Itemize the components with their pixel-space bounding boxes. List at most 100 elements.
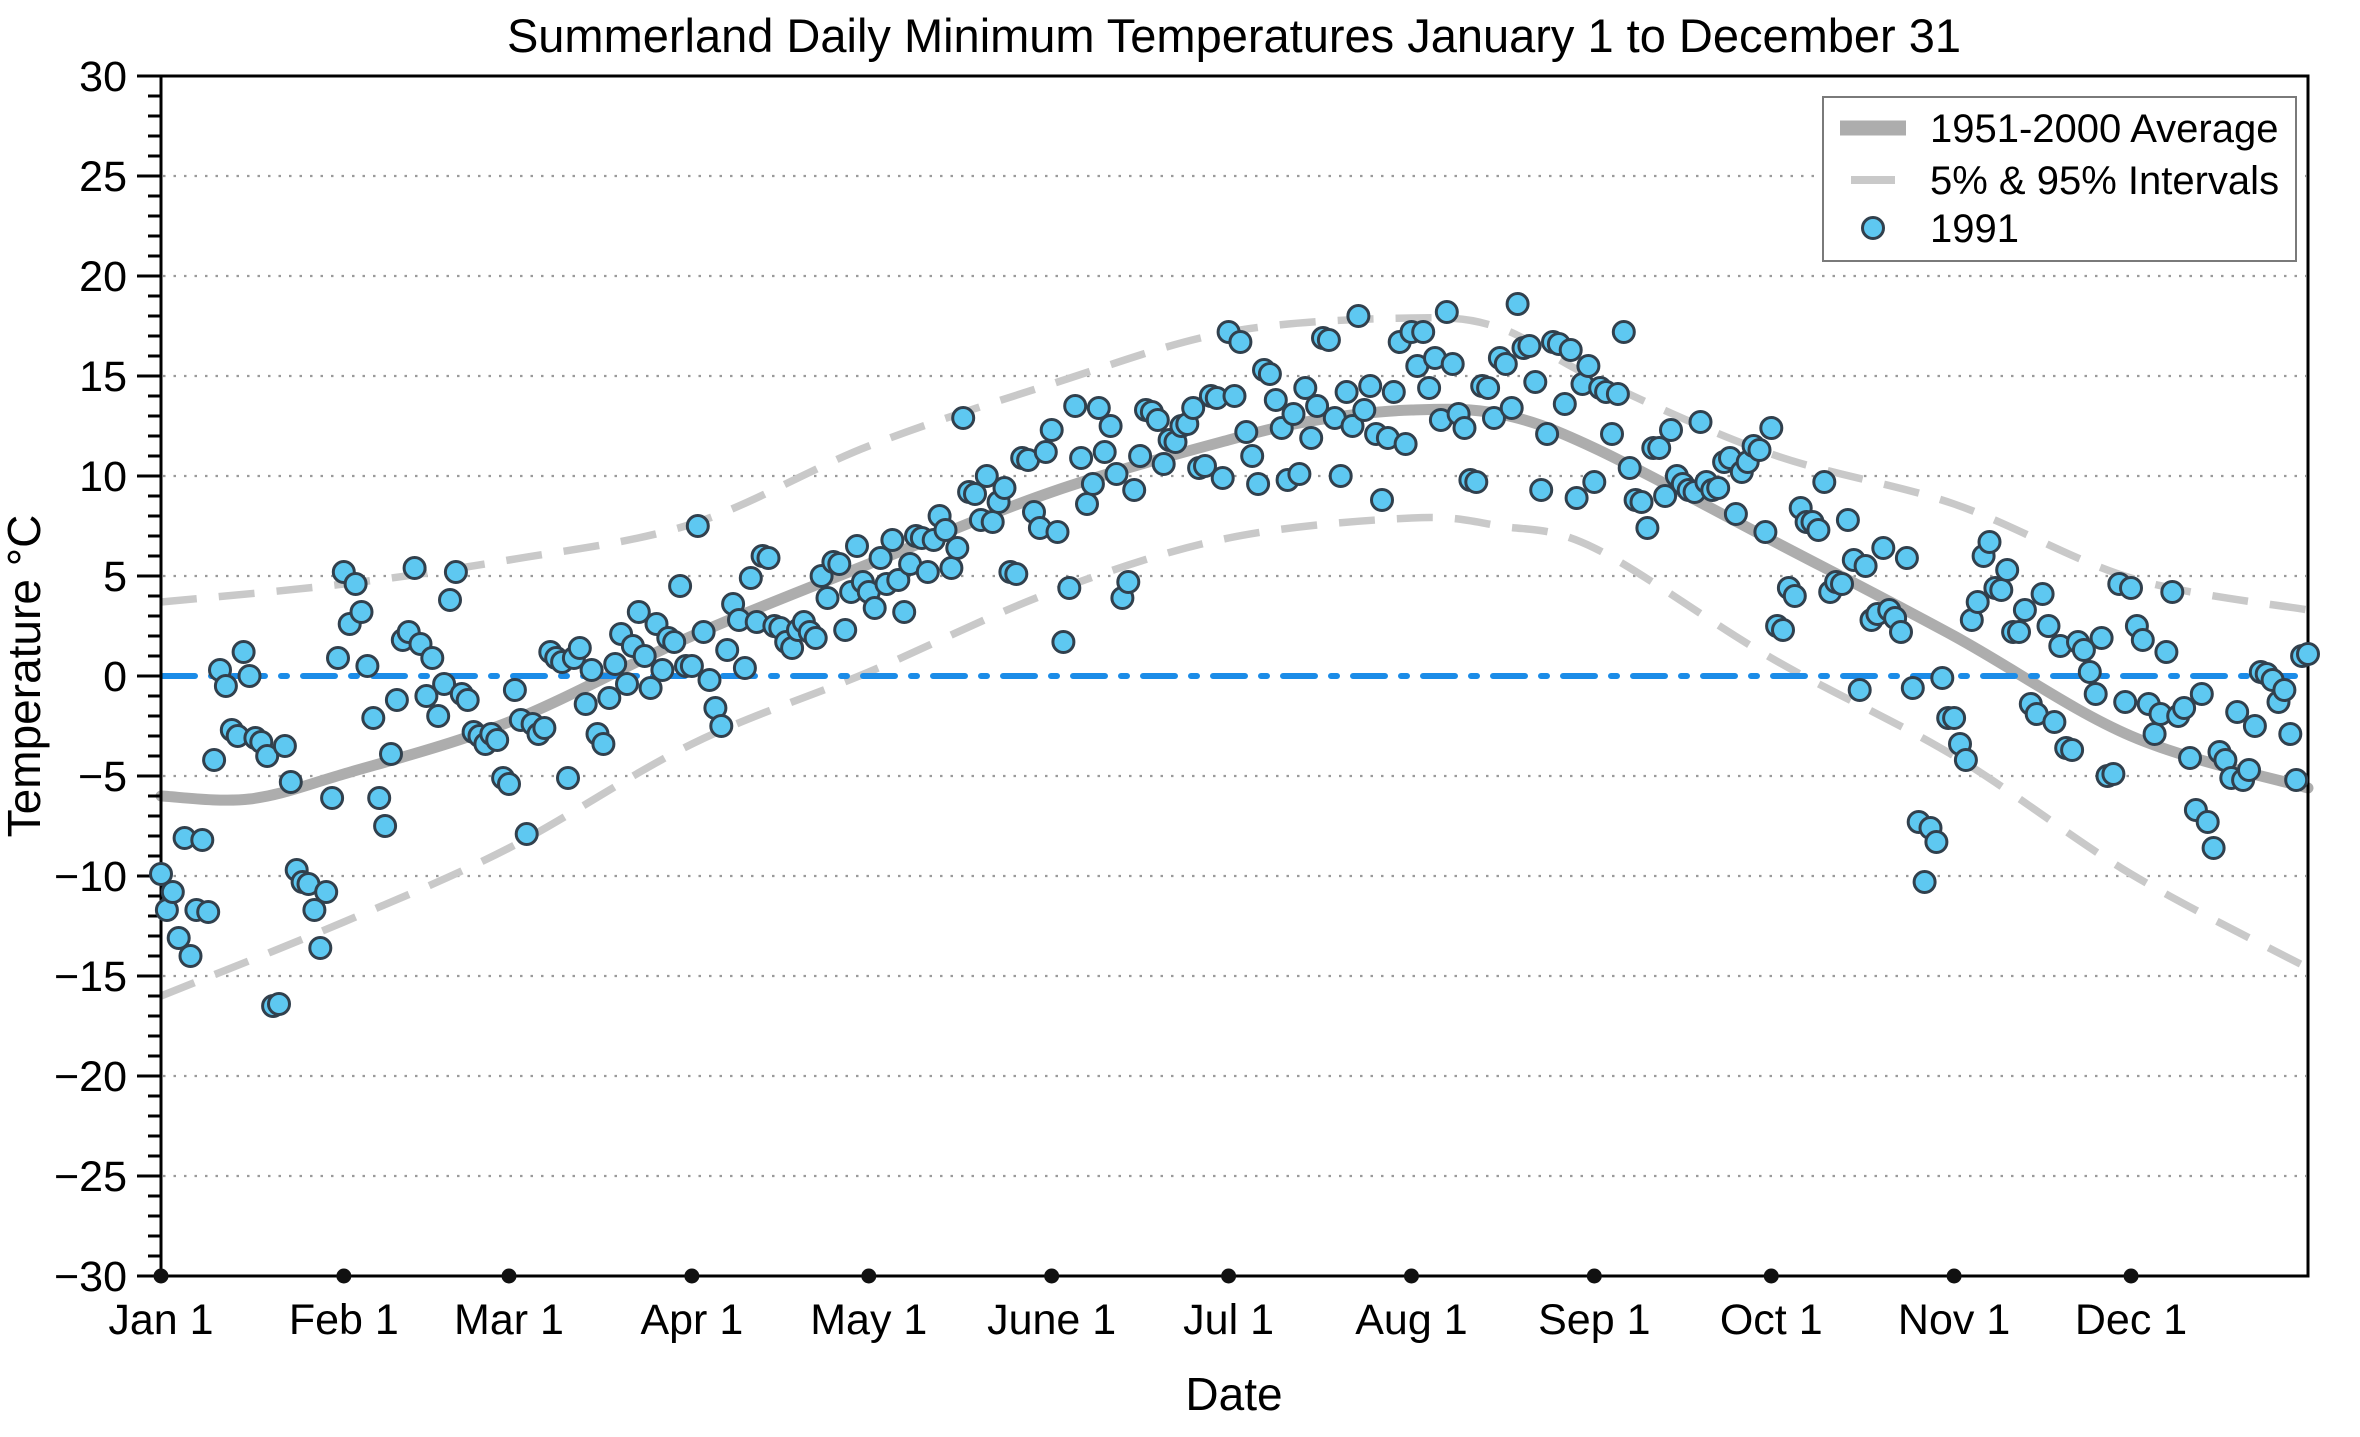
scatter-point-1991 [1299,426,1324,450]
scatter-point-1991 [343,572,368,596]
scatter-point-1991 [1116,570,1141,594]
scatter-point-1991 [567,636,592,660]
month-tick-marker [1221,1268,1237,1284]
scatter-point-1991 [1440,352,1465,376]
scatter-point-1991 [2113,690,2138,714]
scatter-point-1991 [438,588,462,612]
legend-label-1991: 1991 [1930,207,2019,251]
scatter-point-1991 [685,514,710,538]
scatter-point-1991 [326,646,350,670]
scatter-point-1991 [2036,614,2061,638]
scatter-point-1991 [1346,304,1371,328]
y-tick-label: 30 [79,53,127,101]
scatter-point-1991 [2195,810,2220,834]
scatter-point-1991 [1246,472,1271,496]
scatter-point-1991 [231,640,256,664]
scatter-point-1991 [302,898,327,922]
scatter-point-1991 [1505,292,1530,316]
scatter-point-1991 [2083,682,2108,706]
scatter-point-1991 [1240,444,1265,468]
scatter-point-1991 [632,644,657,668]
scatter-point-1991 [1452,416,1477,440]
scatter-point-1991 [980,510,1005,534]
x-tick-label: Feb 1 [289,1296,399,1344]
scatter-point-1991 [1930,666,1955,690]
scatter-point-1991 [384,688,409,712]
scatter-point-1991 [2012,598,2037,622]
scatter-point-1991 [933,518,958,542]
scatter-point-1991 [1033,440,1058,464]
scatter-point-1991 [166,926,191,950]
month-tick-marker [1763,1268,1779,1284]
scatter-point-1991 [1965,590,1990,614]
x-tick-label: Sep 1 [1538,1296,1650,1344]
scatter-point-1991 [963,482,987,506]
x-tick-label: Jan 1 [108,1296,213,1344]
scatter-point-1991 [2160,580,2185,604]
scatter-point-1991 [361,706,386,730]
scatter-point-1991 [1069,446,1094,470]
scatter-point-1991 [1352,398,1377,422]
scatter-point-1991 [597,686,622,710]
scatter-point-1991 [650,658,675,682]
scatter-point-1991 [697,668,722,692]
scatter-point-1991 [443,560,468,584]
scatter-point-1991 [2189,682,2214,706]
scatter-point-1991 [1629,490,1654,514]
scatter-point-1991 [662,630,687,654]
scatter-point-1991 [1782,584,1807,608]
scatter-point-1991 [1953,748,1978,772]
scatter-point-1991 [455,688,480,712]
scatter-point-1991 [1499,396,1524,420]
scatter-point-1991 [862,596,887,620]
scatter-point-1991 [1234,420,1259,444]
scatter-point-1991 [1417,376,1442,400]
scatter-point-1991 [1835,508,1860,532]
scatter-point-1991 [668,574,693,598]
scatter-point-1991 [1995,558,2020,582]
scatter-point-1991 [1340,414,1365,438]
scatter-point-1991 [1482,406,1506,430]
scatter-point-1991 [432,672,457,696]
scatter-point-1991 [1263,388,1288,412]
x-axis-title: Date [1185,1368,1282,1420]
scatter-point-1991 [2242,714,2267,738]
scatter-point-1991 [638,676,663,700]
scatter-point-1991 [1145,408,1170,432]
scatter-points-layer [149,292,2320,1018]
x-tick-label: Oct 1 [1720,1296,1823,1344]
scatter-point-1991 [579,658,604,682]
scatter-point-1991 [1812,470,1837,494]
scatter-point-1991 [2130,628,2155,652]
scatter-point-1991 [2284,768,2309,792]
scatter-point-1991 [868,546,893,570]
scatter-point-1991 [1122,478,1147,502]
y-axis-ticks-layer: 30 25 20 15 10 5 0 −5 −10 −15 −20 −25 −30 [54,53,161,1301]
scatter-point-1991 [1193,454,1217,478]
scatter-point-1991 [974,464,999,488]
month-tick-marker [1946,1268,1962,1284]
x-tick-label: Aug 1 [1355,1296,1467,1344]
scatter-point-1991 [2071,638,2096,662]
scatter-point-1991 [1653,484,1678,508]
scatter-point-1991 [1316,328,1341,352]
legend-label-intervals: 5% & 95% Intervals [1930,159,2279,203]
scatter-point-1991 [497,772,521,796]
scatter-point-1991 [815,586,840,610]
y-tick-label: 10 [79,453,127,501]
scatter-point-1991 [1151,452,1176,476]
scatter-point-1991 [2007,620,2031,644]
scatter-point-1991 [1977,530,2002,554]
scatter-point-1991 [1281,402,1306,426]
scatter-point-1991 [1080,472,1105,496]
scatter-point-1991 [1753,520,1778,544]
scatter-point-1991 [2225,700,2250,724]
scatter-point-1991 [1723,502,1748,526]
scatter-point-1991 [1051,630,1076,654]
scatter-point-1991 [2119,576,2143,600]
scatter-point-1991 [709,714,734,738]
scatter-point-1991 [992,476,1017,500]
month-tick-marker [1403,1268,1419,1284]
scatter-point-1991 [626,600,651,624]
scatter-point-1991 [1393,432,1418,456]
